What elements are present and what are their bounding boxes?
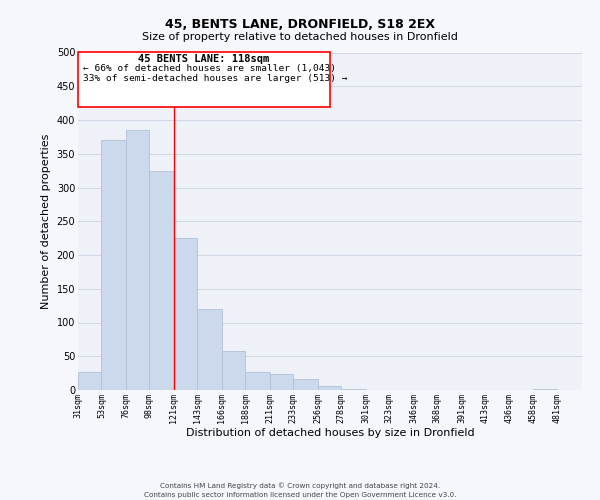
Text: Contains public sector information licensed under the Open Government Licence v3: Contains public sector information licen…: [144, 492, 456, 498]
Bar: [149, 170, 174, 390]
Text: 45, BENTS LANE, DRONFIELD, S18 2EX: 45, BENTS LANE, DRONFIELD, S18 2EX: [165, 18, 435, 30]
Bar: [78, 52, 330, 106]
Bar: [222, 351, 245, 390]
Bar: [245, 372, 270, 390]
Text: 45 BENTS LANE: 118sqm: 45 BENTS LANE: 118sqm: [139, 54, 269, 64]
Bar: [270, 374, 293, 390]
Bar: [293, 378, 318, 390]
Bar: [101, 140, 126, 390]
Bar: [126, 130, 149, 390]
Bar: [318, 386, 341, 390]
Text: Contains HM Land Registry data © Crown copyright and database right 2024.: Contains HM Land Registry data © Crown c…: [160, 482, 440, 489]
Text: Size of property relative to detached houses in Dronfield: Size of property relative to detached ho…: [142, 32, 458, 42]
Bar: [533, 388, 557, 390]
Text: ← 66% of detached houses are smaller (1,043): ← 66% of detached houses are smaller (1,…: [83, 64, 336, 74]
Y-axis label: Number of detached properties: Number of detached properties: [41, 134, 51, 309]
Text: 33% of semi-detached houses are larger (513) →: 33% of semi-detached houses are larger (…: [83, 74, 347, 84]
Bar: [174, 238, 197, 390]
Bar: [78, 372, 101, 390]
X-axis label: Distribution of detached houses by size in Dronfield: Distribution of detached houses by size …: [185, 428, 475, 438]
Bar: [197, 309, 222, 390]
